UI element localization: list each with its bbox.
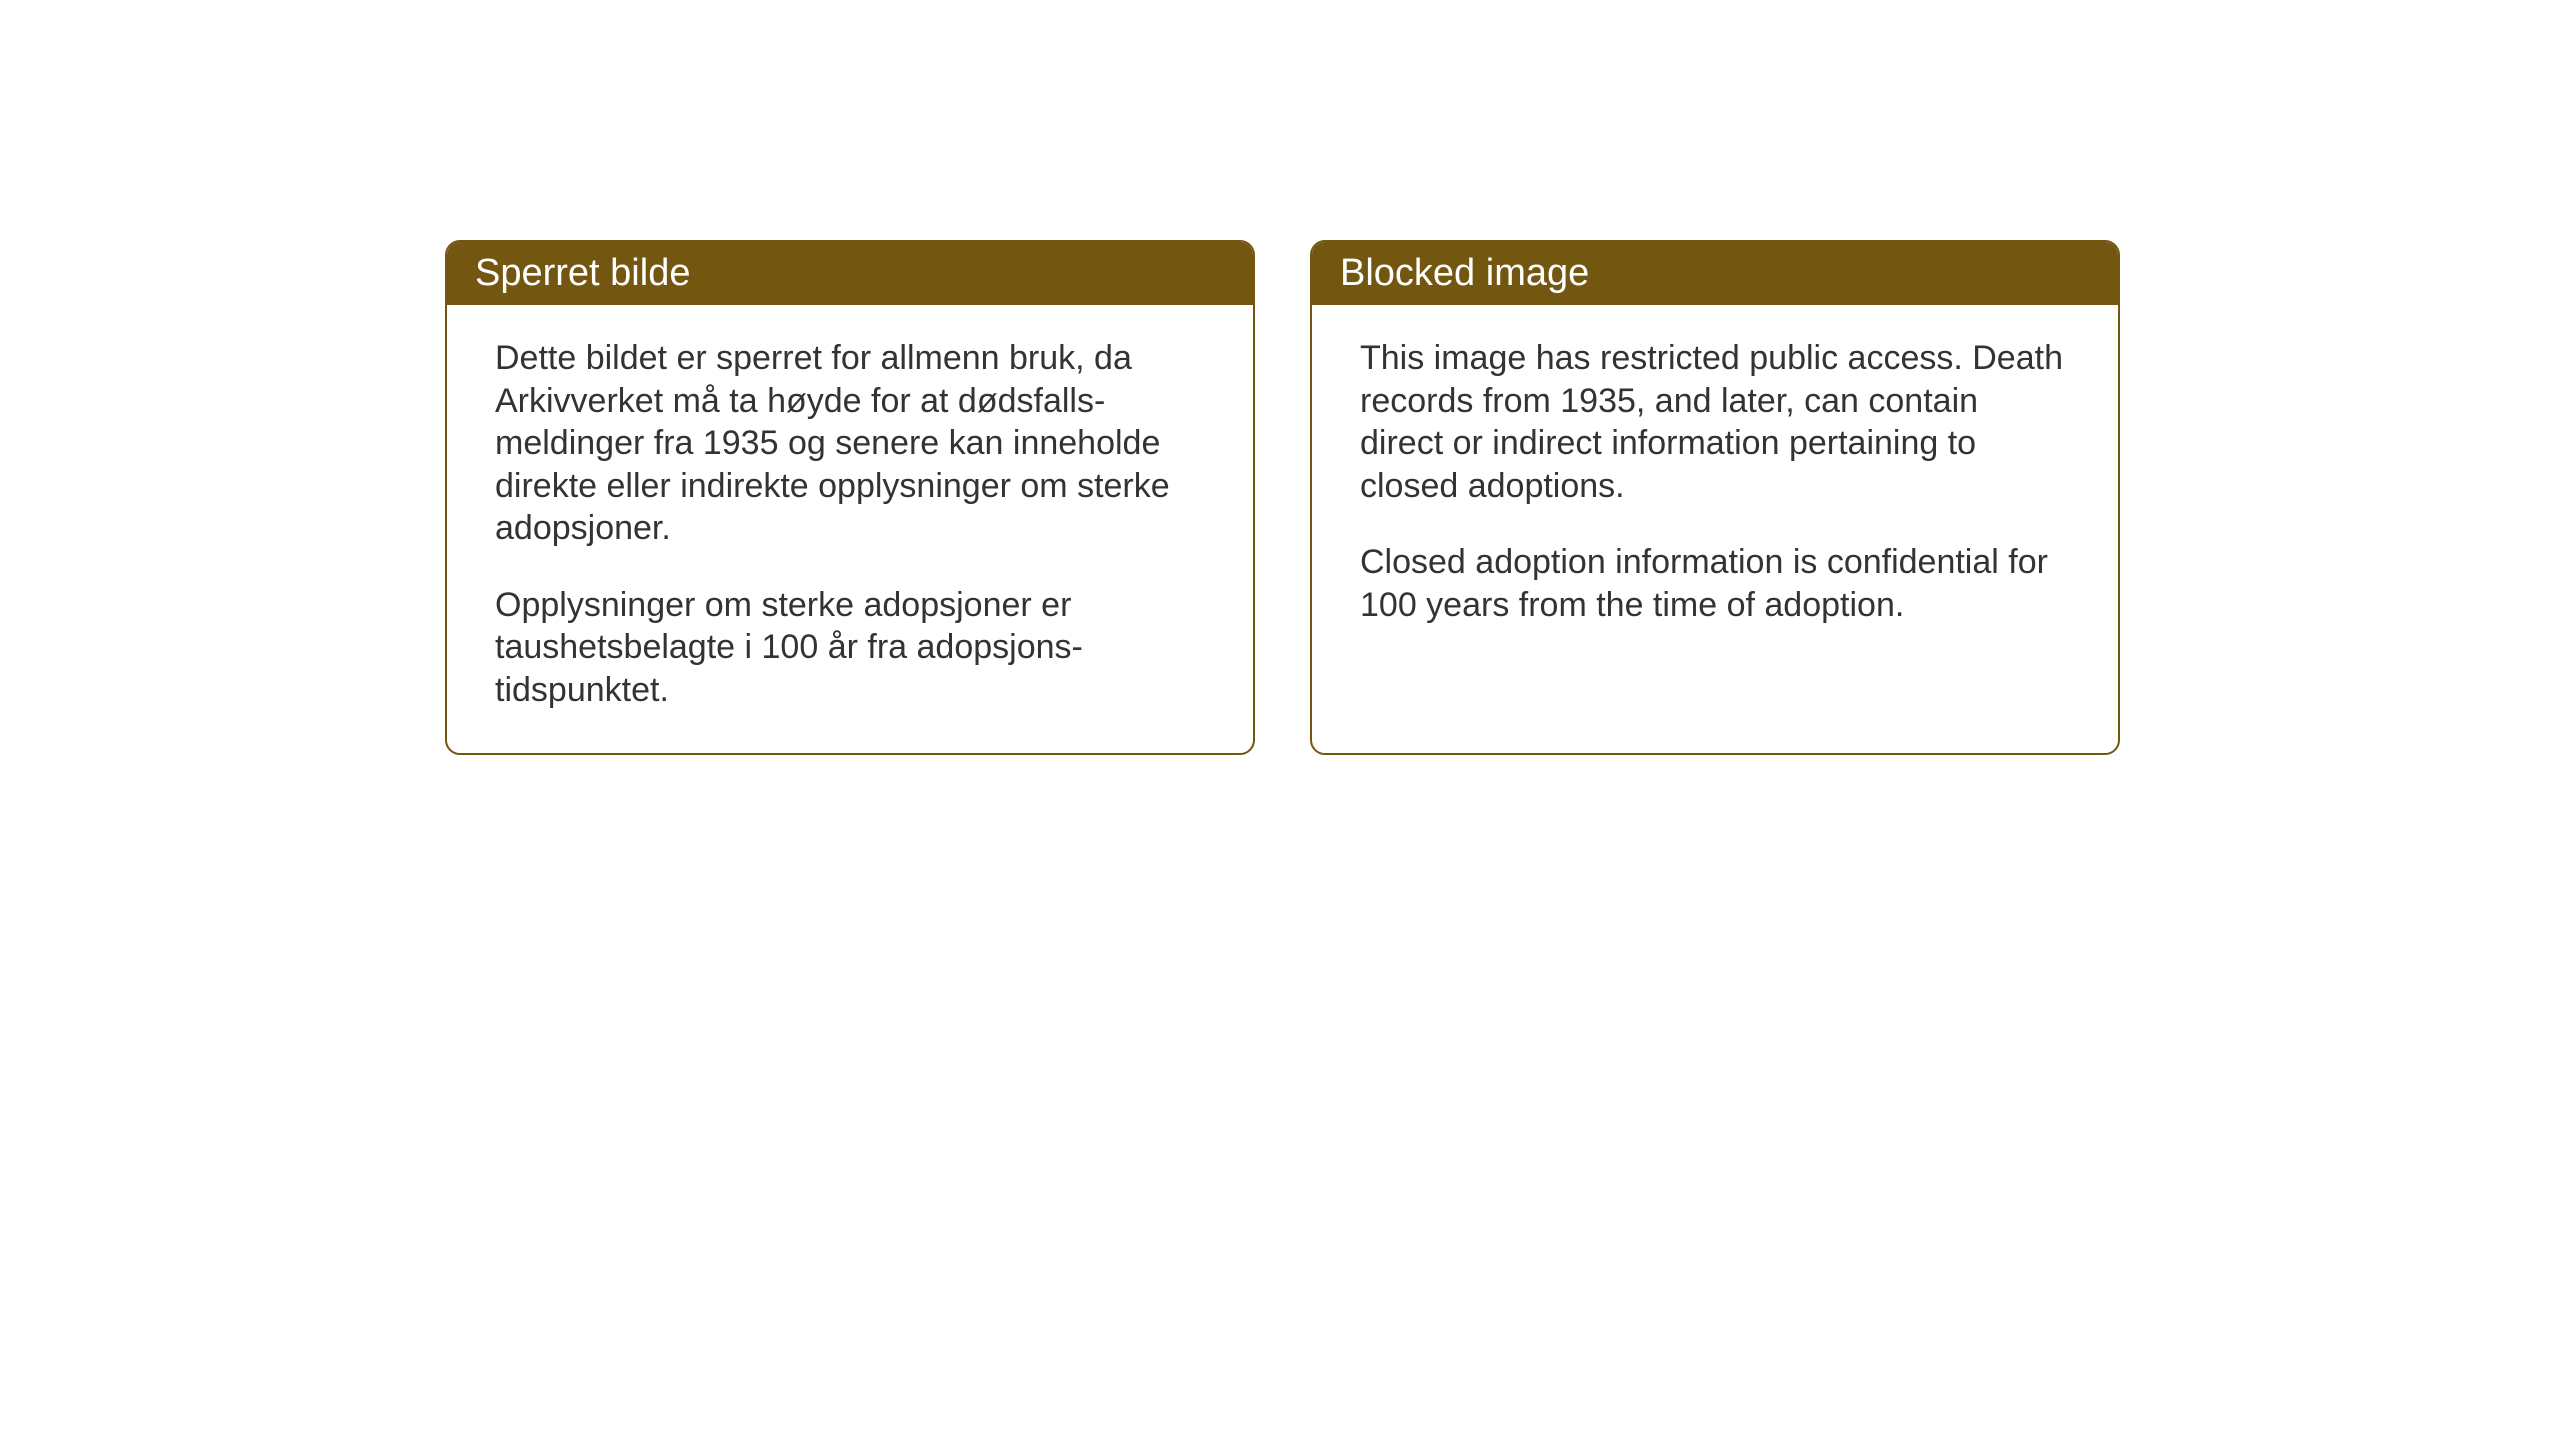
notice-container: Sperret bilde Dette bildet er sperret fo…: [445, 240, 2120, 755]
card-header-english: Blocked image: [1312, 242, 2118, 305]
notice-card-english: Blocked image This image has restricted …: [1310, 240, 2120, 755]
card-body-norwegian: Dette bildet er sperret for allmenn bruk…: [447, 305, 1253, 753]
card-header-norwegian: Sperret bilde: [447, 242, 1253, 305]
paragraph-norwegian-2: Opplysninger om sterke adopsjoner er tau…: [495, 584, 1205, 712]
card-title-english: Blocked image: [1340, 252, 1589, 294]
paragraph-english-2: Closed adoption information is confident…: [1360, 541, 2070, 626]
paragraph-norwegian-1: Dette bildet er sperret for allmenn bruk…: [495, 337, 1205, 550]
card-title-norwegian: Sperret bilde: [475, 252, 690, 294]
paragraph-english-1: This image has restricted public access.…: [1360, 337, 2070, 507]
notice-card-norwegian: Sperret bilde Dette bildet er sperret fo…: [445, 240, 1255, 755]
card-body-english: This image has restricted public access.…: [1312, 305, 2118, 668]
